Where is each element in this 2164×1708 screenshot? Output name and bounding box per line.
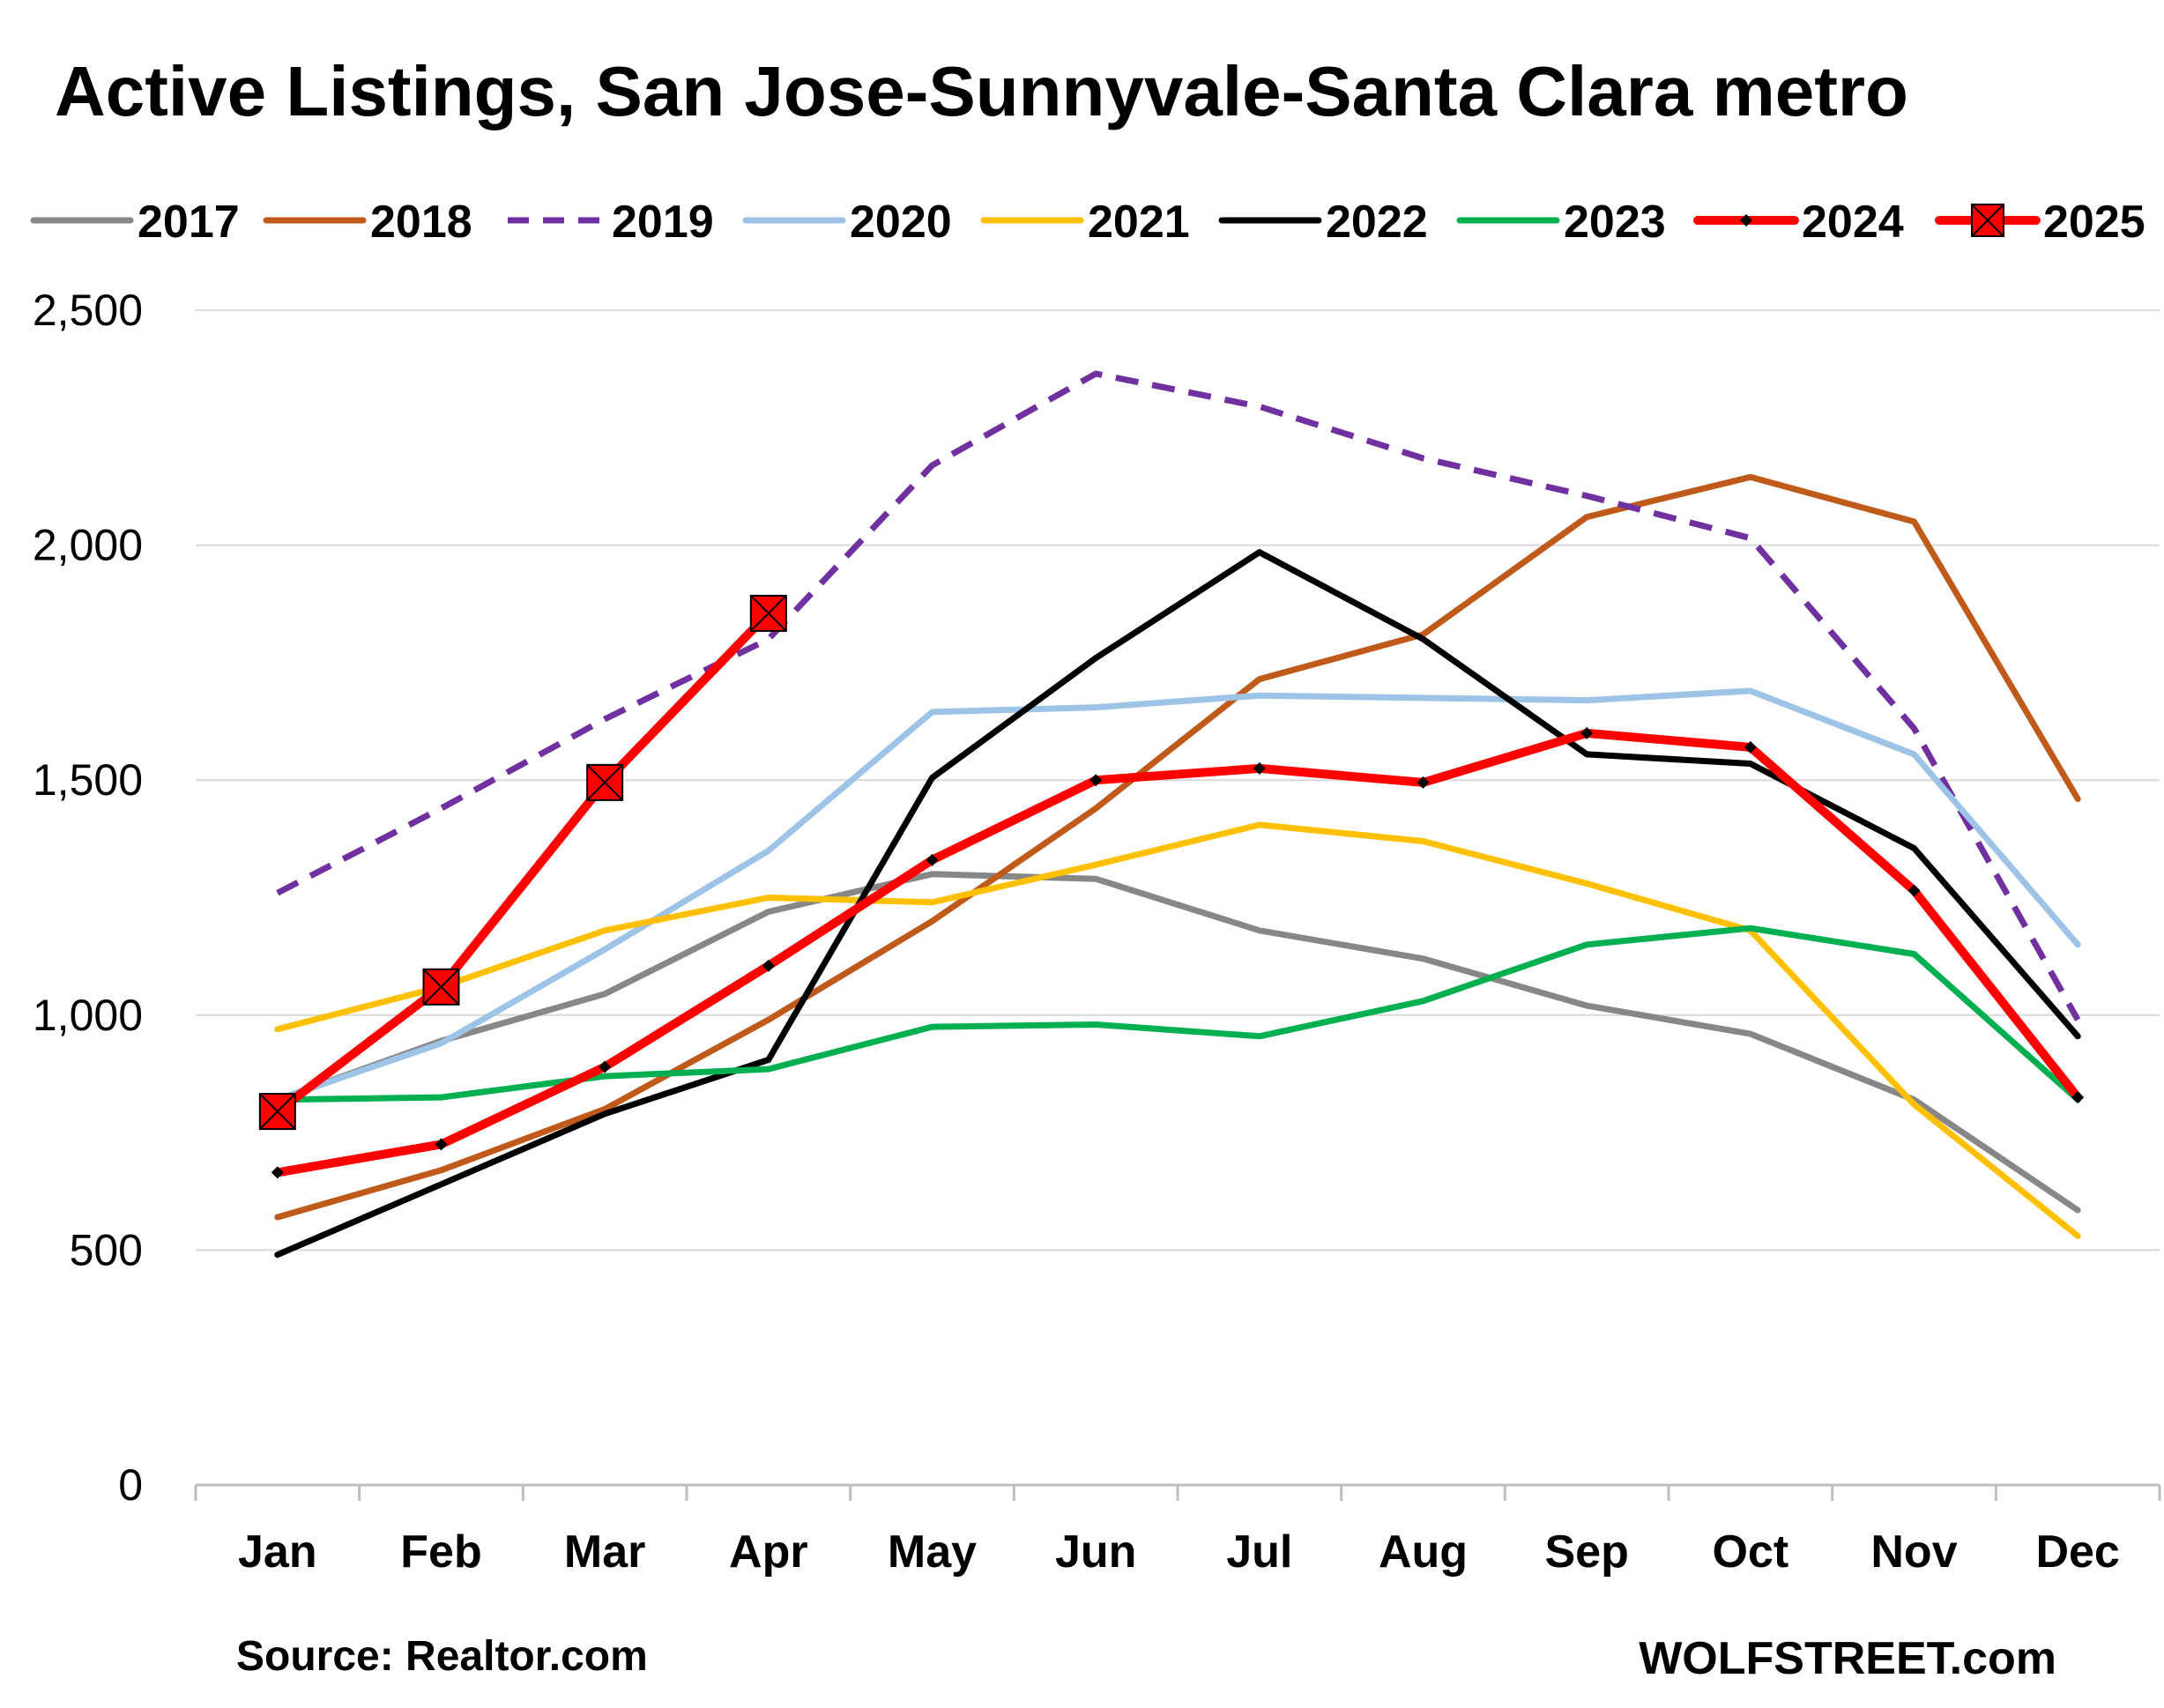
data-point-2025 [749,594,787,632]
legend-label: 2024 [1802,197,1904,248]
y-tick-label: 500 [70,1225,143,1274]
data-point-2024 [926,853,939,866]
legend: 2017 2018 2019 2020 2021 2022 2023 2024 2025 [30,197,2145,248]
data-point-2024 [762,959,775,972]
legend-item-2020: 2020 [742,197,952,248]
x-category-label: Mar [564,1526,645,1578]
data-point-2024 [1089,774,1103,787]
data-point-2024 [271,1166,284,1179]
legend-marker [1971,204,2004,237]
chart-title: Active Listings, San Jose-Sunnyvale-Sant… [55,52,1908,130]
series-line-2024 [272,728,2083,1177]
series-2018 [274,473,2081,1221]
series-2020 [274,687,2081,1103]
y-tick-label: 2,000 [33,521,143,570]
x-category-label: Nov [1870,1526,1957,1578]
legend-item-2024: 2024 [1693,197,1904,248]
data-point-2025 [586,763,624,801]
y-tick-label: 1,000 [33,991,143,1040]
source-note: Source: Realtor.com [236,1633,648,1680]
series-lines [258,370,2085,1259]
legend-label: 2020 [850,197,952,248]
series-line-2017 [274,871,2081,1214]
x-category-label: May [888,1526,977,1578]
legend-label: 2017 [138,197,240,248]
legend-marker [1740,214,1752,226]
data-point-2024 [1253,761,1266,775]
y-axis-tick-labels: 0 500 1,000 1,500 2,000 2,500 [33,286,143,1510]
x-category-label: Aug [1379,1526,1468,1578]
data-point-2025 [422,968,460,1006]
legend-label: 2023 [1564,197,1666,248]
legend-item-2021: 2021 [980,197,1190,248]
y-tick-label: 2,500 [33,286,143,335]
series-2021 [274,821,2081,1239]
legend-label: 2018 [370,197,472,248]
x-category-label: Feb [400,1526,481,1578]
brand-label: WOLFSTREET.com [1639,1633,2056,1684]
x-category-label: Jan [238,1526,317,1578]
x-category-label: Oct [1712,1526,1788,1578]
legend-item-2018: 2018 [263,197,472,248]
series-line-2022 [274,549,2081,1259]
series-line-2020 [274,687,2081,1103]
data-point-2024 [435,1138,448,1151]
x-category-label: Jul [1226,1526,1292,1578]
data-point-2024 [1580,726,1594,739]
data-point-2024 [1417,776,1430,789]
x-category-label: Jun [1055,1526,1136,1578]
legend-item-2019: 2019 [508,197,714,248]
data-point-2024 [1907,884,1921,897]
series-2017 [274,871,2081,1214]
series-2024 [271,726,2085,1179]
y-tick-label: 0 [118,1460,143,1510]
y-tick-label: 1,500 [33,755,143,805]
legend-label: 2025 [2043,197,2145,248]
data-point-2024 [599,1060,612,1073]
x-axis [194,1483,2161,1501]
series-line-2023 [274,925,2081,1103]
data-point-2024 [2071,1091,2085,1104]
series-line-2018 [274,473,2081,1221]
series-line-2025 [272,608,773,1117]
legend-label: 2022 [1326,197,1428,248]
legend-item-2022: 2022 [1218,197,1428,248]
data-point-2025 [258,1093,296,1131]
series-line-2021 [274,821,2081,1239]
series-2025 [258,594,787,1131]
legend-item-2023: 2023 [1456,197,1666,248]
x-category-label: Sep [1544,1526,1628,1578]
x-category-label: Dec [2035,1526,2119,1578]
series-line-2019 [276,370,2081,1021]
legend-label: 2019 [612,197,714,248]
data-point-2024 [1744,740,1757,754]
series-2022 [274,549,2081,1259]
legend-item-2017: 2017 [30,197,240,248]
series-2019 [276,370,2081,1021]
series-2023 [274,925,2081,1103]
x-category-label: Apr [729,1526,808,1578]
legend-item-2025: 2025 [1935,197,2145,248]
x-axis-category-labels: Jan Feb Mar Apr May Jun Jul Aug Sep Oct Nov Dec [238,1526,2120,1578]
legend-label: 2021 [1088,197,1190,248]
